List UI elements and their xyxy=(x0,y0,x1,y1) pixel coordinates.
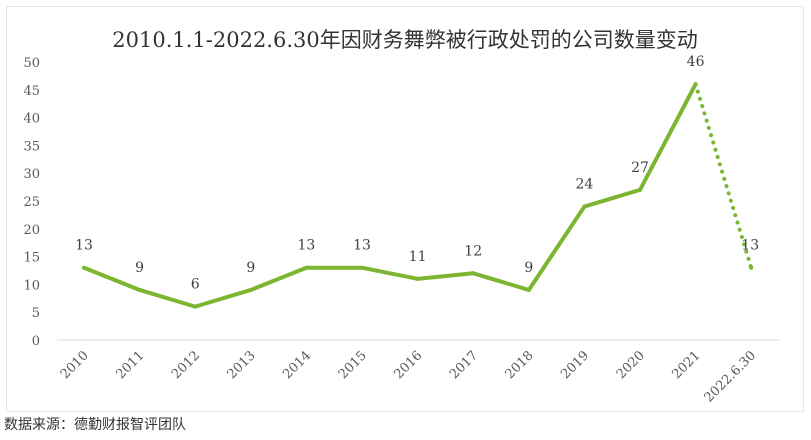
data-label: 9 xyxy=(135,260,144,276)
y-tick-label: 50 xyxy=(23,56,40,71)
line-chart: 2010.1.1-2022.6.30年因财务舞弊被行政处罚的公司数量变动 0 5 1… xyxy=(23,28,780,406)
data-point xyxy=(360,265,364,270)
data-label: 46 xyxy=(687,54,705,70)
y-tick-label: 35 xyxy=(23,139,40,154)
data-point xyxy=(693,82,698,87)
x-tick-label: 2017 xyxy=(447,348,481,382)
y-axis: 0 5 10 15 20 25 30 35 40 45 50 xyxy=(23,56,40,349)
data-point xyxy=(137,287,142,292)
y-tick-label: 0 xyxy=(32,334,40,349)
series-line-solid xyxy=(82,82,698,309)
x-tick-label: 2021 xyxy=(669,348,703,382)
x-tick-label: 2018 xyxy=(503,348,537,382)
data-labels: 13 9 6 9 13 13 11 12 9 24 27 46 13 xyxy=(75,54,759,309)
y-tick-label: 45 xyxy=(23,84,40,99)
y-tick-label: 20 xyxy=(23,223,40,238)
x-tick-label: 2013 xyxy=(225,348,259,382)
y-tick-label: 40 xyxy=(23,112,40,127)
data-point xyxy=(82,265,86,270)
x-tick-label: 2010 xyxy=(58,348,92,382)
y-tick-label: 30 xyxy=(23,167,40,182)
data-label: 13 xyxy=(297,238,315,254)
y-tick-label: 15 xyxy=(23,251,40,266)
source-note: 数据来源：德勤财报智评团队 xyxy=(4,417,186,433)
x-tick-label: 2020 xyxy=(614,348,648,382)
x-tick-label: 2014 xyxy=(280,348,314,382)
data-label: 11 xyxy=(409,249,427,265)
x-tick-label: 2015 xyxy=(336,348,370,382)
series-line xyxy=(82,82,754,309)
data-label: 27 xyxy=(631,160,649,176)
y-tick-label: 25 xyxy=(23,195,40,210)
x-tick-label: 2016 xyxy=(391,348,425,382)
x-tick-label: 2012 xyxy=(169,348,203,382)
data-point xyxy=(415,276,420,281)
data-point xyxy=(749,265,754,270)
data-point xyxy=(526,287,531,292)
data-label: 12 xyxy=(464,243,482,259)
data-point xyxy=(471,271,476,276)
x-tick-label: 2011 xyxy=(113,348,147,382)
data-label: 13 xyxy=(741,238,759,254)
series-line-dotted xyxy=(693,82,754,270)
data-label: 9 xyxy=(524,260,533,276)
chart-container xyxy=(6,6,804,412)
data-label: 13 xyxy=(353,238,371,254)
x-axis: 2010 2011 2012 2013 2014 2015 2016 2017 2018 2019… xyxy=(58,348,759,405)
data-point xyxy=(582,204,587,209)
data-label: 24 xyxy=(575,177,593,193)
chart-title: 2010.1.1-2022.6.30年因财务舞弊被行政处罚的公司数量变动 xyxy=(112,28,698,52)
y-tick-label: 10 xyxy=(23,278,40,293)
y-tick-label: 5 xyxy=(32,306,40,321)
data-point xyxy=(304,265,309,270)
data-point xyxy=(193,304,198,309)
data-point xyxy=(638,187,642,192)
data-label: 6 xyxy=(191,277,200,293)
data-label: 9 xyxy=(246,260,255,276)
data-point xyxy=(248,287,253,292)
x-tick-label: 2022.6.30 xyxy=(702,348,759,405)
data-label: 13 xyxy=(75,238,93,254)
x-tick-label: 2019 xyxy=(558,348,592,382)
